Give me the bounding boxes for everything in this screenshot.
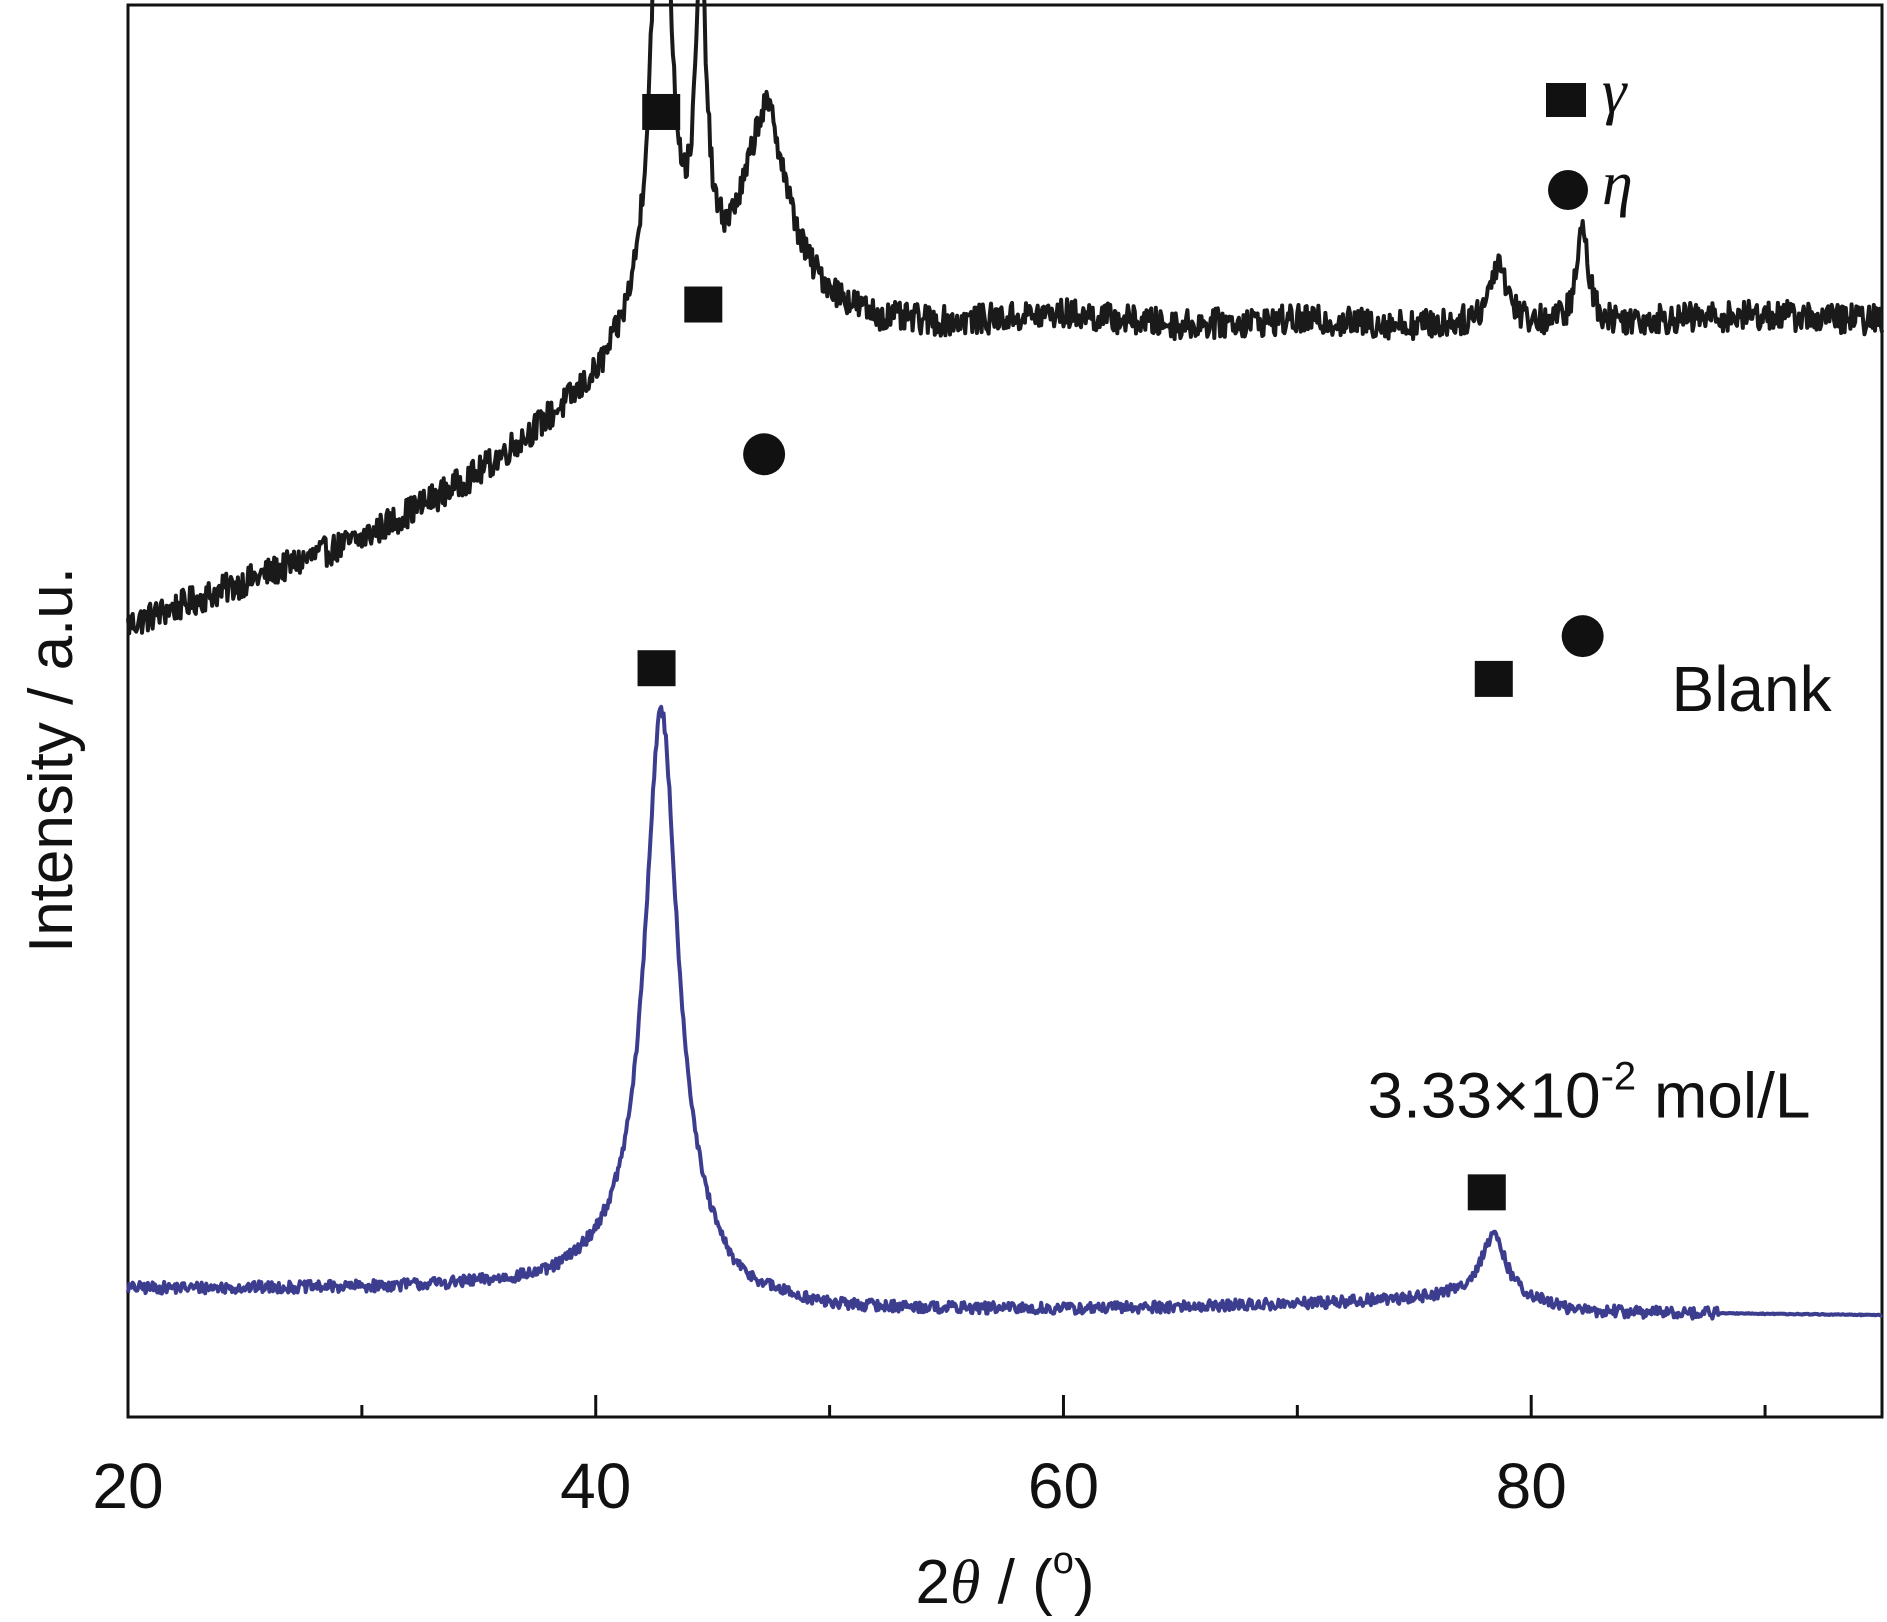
eta-phase-marker: [743, 433, 786, 476]
x-axis-title: 2θ / (o): [915, 1540, 1094, 1617]
legend-gamma-symbol: γ: [1602, 58, 1628, 126]
theta-symbol: θ: [950, 1549, 980, 1617]
concentration-unit: mol/L: [1636, 1059, 1810, 1131]
x-axis-title-suffix: / (: [980, 1548, 1053, 1617]
series-line: [126, 704, 1883, 1321]
legend-circle-marker: [1548, 170, 1588, 210]
x-axis-ticks: [126, 1395, 1767, 1417]
y-axis-title: Intensity / a.u.: [17, 567, 86, 953]
x-tick-label: 40: [560, 1450, 631, 1522]
x-tick-label: 20: [92, 1450, 163, 1522]
plot-area: [126, 3, 1884, 1419]
concentration-exponent: -2: [1601, 1054, 1637, 1098]
legend-square-marker: [1546, 83, 1586, 117]
series-layer: [126, 0, 1884, 1321]
gamma-phase-marker: [1474, 660, 1513, 697]
series-label-concentration: 3.33×10-2 mol/L: [1367, 1054, 1810, 1131]
gamma-phase-marker: [642, 93, 681, 130]
legend: γ η: [1546, 58, 1633, 218]
x-axis-tick-labels: 20 40 60 80: [92, 1450, 1566, 1522]
x-tick-label: 60: [1028, 1450, 1099, 1522]
concentration-value: 3.33×10: [1367, 1059, 1600, 1131]
legend-eta-symbol: η: [1602, 150, 1633, 218]
eta-phase-marker: [1561, 615, 1604, 658]
gamma-phase-marker: [637, 650, 676, 687]
series-line: [126, 0, 1884, 636]
series-label-blank: Blank: [1672, 653, 1833, 725]
x-axis-title-close: ): [1074, 1548, 1095, 1617]
x-axis-title-prefix: 2: [915, 1548, 949, 1617]
phase-markers: [637, 93, 1604, 1211]
x-tick-label: 80: [1496, 1450, 1567, 1522]
gamma-phase-marker: [684, 286, 723, 323]
plot-frame: [126, 3, 1884, 1419]
gamma-phase-marker: [1467, 1174, 1506, 1211]
degree-symbol: o: [1053, 1540, 1074, 1582]
